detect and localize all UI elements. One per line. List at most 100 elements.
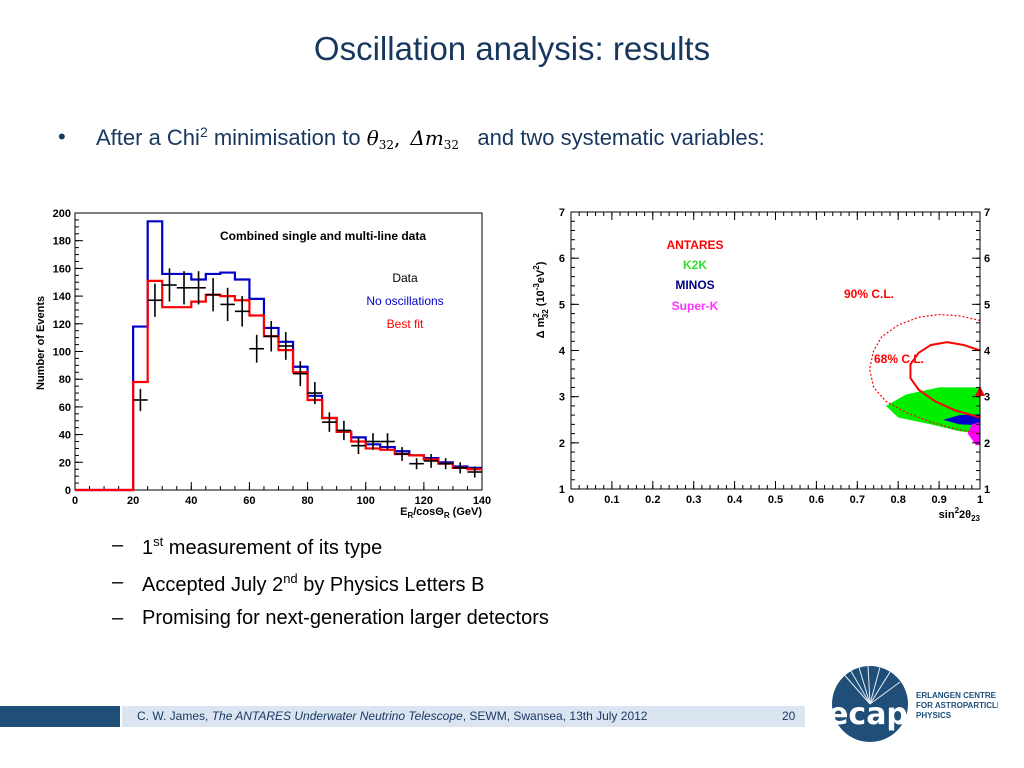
x-tick-label: 120 xyxy=(415,495,433,507)
x-tick-label: 0.8 xyxy=(891,494,906,506)
svg-text:PHYSICS: PHYSICS xyxy=(916,711,952,720)
bullet-text-middle: minimisation to xyxy=(207,125,367,150)
data-point xyxy=(147,283,163,317)
bullet-dot: • xyxy=(58,124,66,149)
x-tick-label: 0 xyxy=(568,494,574,506)
x-tick-label: 60 xyxy=(243,495,255,507)
contour-ylabel: Δ m232 (10-3eV2) xyxy=(532,261,550,338)
x-tick-label: 140 xyxy=(473,495,491,507)
y-tick-label-right: 7 xyxy=(984,207,990,219)
y-tick-label: 100 xyxy=(53,347,71,359)
series-best-fit xyxy=(75,279,482,492)
data-point xyxy=(307,381,323,405)
contour-minos xyxy=(943,414,980,426)
contour-super-k xyxy=(967,422,980,446)
data-point xyxy=(409,458,424,470)
histogram-ylabel: Number of Events xyxy=(35,296,47,390)
x-tick-label: 100 xyxy=(357,495,375,507)
x-tick-label: 0.2 xyxy=(645,494,660,506)
annotation-68cl: 68% C.L. xyxy=(874,352,924,366)
data-point xyxy=(423,453,439,468)
data-point xyxy=(205,278,221,312)
y-tick-label: 160 xyxy=(53,263,71,275)
contour-68-c-l- xyxy=(909,341,981,419)
data-point xyxy=(278,332,294,360)
contour-90-c-l- xyxy=(868,313,981,435)
y-tick-label: 120 xyxy=(53,319,71,331)
y-tick-label-right: 4 xyxy=(984,346,991,358)
y-tick-label: 7 xyxy=(559,207,565,219)
y-tick-label-right: 2 xyxy=(984,438,990,450)
data-point xyxy=(336,420,352,441)
theta-symbol: θ32, Δm32 xyxy=(366,126,460,152)
legend-antares: ANTARES xyxy=(666,238,723,252)
data-point xyxy=(249,334,264,363)
histogram-title: Combined single and multi-line data xyxy=(220,229,426,243)
ecap-logo: ecap ERLANGEN CENTRE FOR ASTROPARTICLE P… xyxy=(828,663,998,742)
x-tick-label: 0.4 xyxy=(727,494,743,506)
y-tick-label-right: 6 xyxy=(984,253,990,265)
x-tick-label: 0.3 xyxy=(686,494,701,506)
svg-text:ERLANGEN CENTRE: ERLANGEN CENTRE xyxy=(916,691,997,700)
data-point xyxy=(351,437,366,454)
x-tick-label: 0.7 xyxy=(850,494,865,506)
bullet-text-before: After a Chi xyxy=(96,125,200,150)
y-tick-label: 6 xyxy=(559,253,565,265)
svg-text:ecap: ecap xyxy=(828,697,908,732)
data-point xyxy=(176,271,192,305)
annotation-90cl: 90% C.L. xyxy=(844,287,894,301)
y-tick-label: 1 xyxy=(559,484,565,496)
legend-best-fit: Best fit xyxy=(387,317,424,331)
y-tick-label: 180 xyxy=(53,236,71,248)
contour-xlabel: sin22θ23 xyxy=(939,506,981,523)
bullet-text-after: and two systematic variables: xyxy=(477,125,765,150)
x-tick-label: 0.5 xyxy=(768,494,783,506)
y-tick-label: 0 xyxy=(65,485,71,497)
y-tick-label: 5 xyxy=(559,299,565,311)
x-tick-label: 20 xyxy=(127,495,139,507)
data-point xyxy=(467,466,482,478)
legend-data: Data xyxy=(392,271,418,285)
y-tick-label: 140 xyxy=(53,291,71,303)
data-point xyxy=(380,433,395,450)
y-tick-label: 200 xyxy=(53,208,71,220)
y-tick-label-right: 3 xyxy=(984,392,990,404)
y-tick-label: 4 xyxy=(559,346,566,358)
x-tick-label: 0.6 xyxy=(809,494,824,506)
data-point xyxy=(162,268,177,302)
legend-superk: Super-K xyxy=(672,299,719,313)
y-tick-label: 2 xyxy=(559,438,565,450)
svg-text:FOR ASTROPARTICLE: FOR ASTROPARTICLE xyxy=(916,701,998,710)
data-point xyxy=(234,296,250,327)
contour-chart: 1 12 23 34 45 56 67 70 0.1 0.2 0.3 0.4 0.5 0.6 0.7 0.8 0… xyxy=(528,200,998,525)
x-tick-label: 0 xyxy=(72,495,78,507)
data-point xyxy=(438,458,453,470)
data-point xyxy=(191,271,206,305)
footer-box xyxy=(122,706,805,727)
y-tick-label-right: 5 xyxy=(984,299,990,311)
page-number: 20 xyxy=(782,709,796,723)
x-tick-label: 80 xyxy=(301,495,313,507)
data-point xyxy=(365,433,381,450)
x-tick-label: 1 xyxy=(977,494,983,506)
histogram-xlabel: ER/cosΘR (GeV) xyxy=(400,506,482,520)
data-point xyxy=(394,447,410,461)
data-point xyxy=(452,462,468,474)
data-point xyxy=(220,287,235,322)
footer-citation: C. W. James, The ANTARES Underwater Neut… xyxy=(137,709,648,723)
y-tick-label: 3 xyxy=(559,392,565,404)
y-tick-label: 20 xyxy=(59,457,71,469)
bullet-text: After a Chi2 minimisation to θ32, Δm32 a… xyxy=(96,124,765,152)
x-tick-label: 0.1 xyxy=(604,494,619,506)
y-tick-label: 80 xyxy=(59,374,71,386)
footer-accent-bar xyxy=(0,706,120,727)
slide-title: Oscillation analysis: results xyxy=(313,30,711,67)
bullet-sup: 2 xyxy=(199,124,208,140)
y-tick-label: 60 xyxy=(59,402,71,414)
legend-k2k: K2K xyxy=(683,258,707,272)
data-point xyxy=(293,361,308,387)
histogram-chart: 0 20 40 60 80 100 120 140 160 180 200 0 20 40 60 80 100 1… xyxy=(30,205,520,525)
data-point xyxy=(263,321,279,352)
data-point xyxy=(133,388,148,412)
legend-no-osc: No oscillations xyxy=(366,294,443,308)
